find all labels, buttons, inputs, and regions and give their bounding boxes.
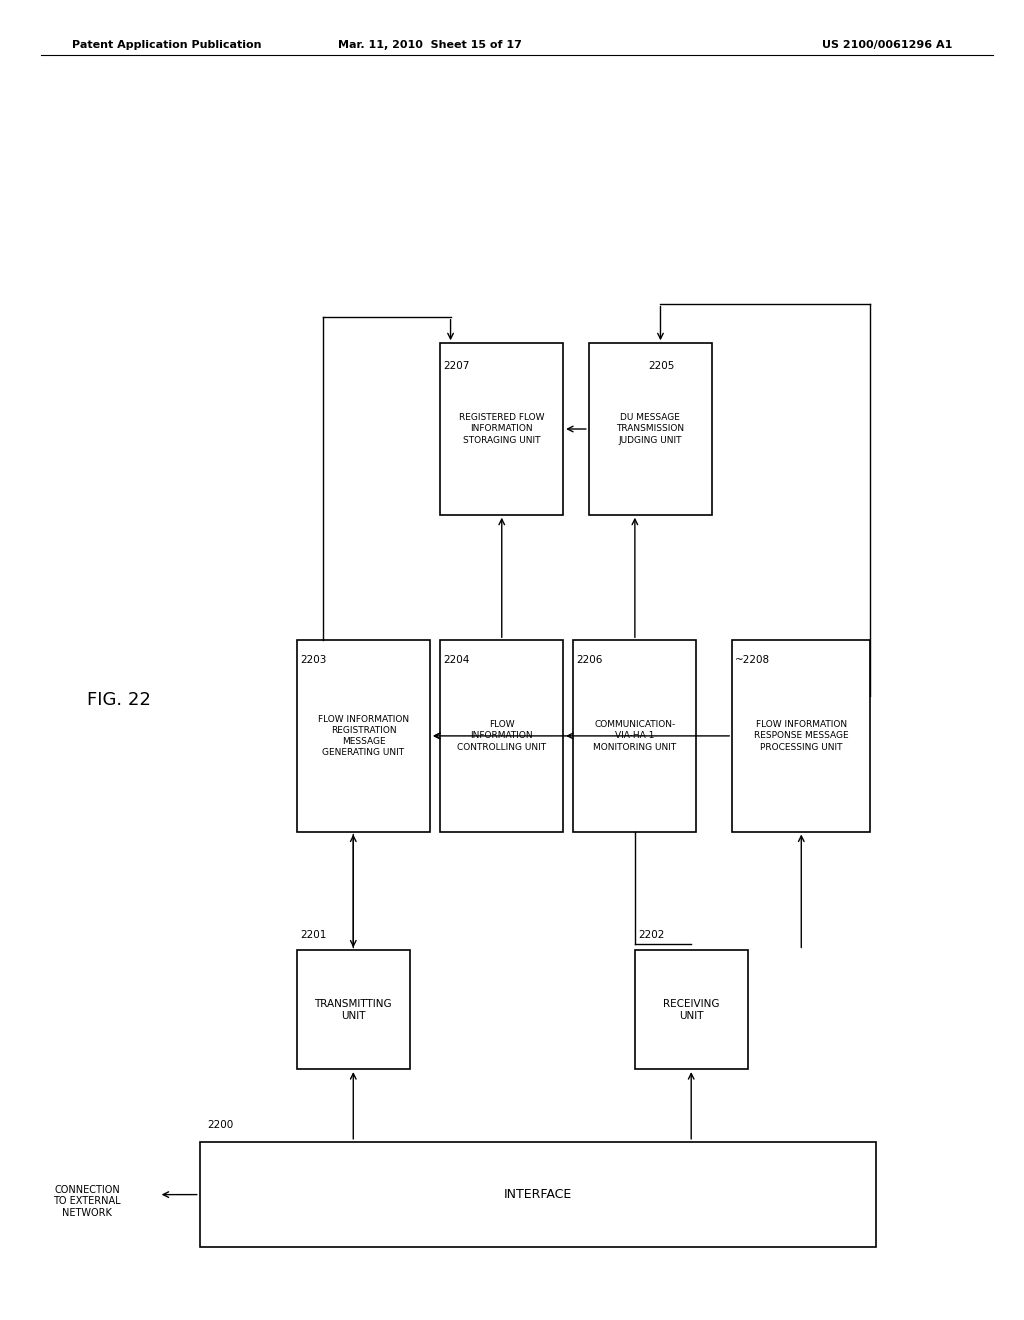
Text: CONNECTION
TO EXTERNAL
NETWORK: CONNECTION TO EXTERNAL NETWORK [53,1184,121,1218]
Text: REGISTERED FLOW
INFORMATION
STORAGING UNIT: REGISTERED FLOW INFORMATION STORAGING UN… [459,413,545,445]
Text: 2204: 2204 [443,655,470,665]
Text: 2202: 2202 [638,929,665,940]
Text: US 2100/0061296 A1: US 2100/0061296 A1 [822,40,952,50]
Bar [732,640,870,832]
Text: 2200: 2200 [207,1119,233,1130]
Bar [297,640,430,832]
Bar [440,640,563,832]
Text: FLOW INFORMATION
REGISTRATION
MESSAGE
GENERATING UNIT: FLOW INFORMATION REGISTRATION MESSAGE GE… [318,714,409,758]
Text: Patent Application Publication: Patent Application Publication [72,40,261,50]
Text: 2203: 2203 [300,655,327,665]
Text: ~2208: ~2208 [735,655,770,665]
Text: 2206: 2206 [577,655,603,665]
Text: 2201: 2201 [300,929,327,940]
Text: INTERFACE: INTERFACE [504,1188,571,1201]
Bar [589,343,712,515]
Bar [440,343,563,515]
Bar [573,640,696,832]
Bar [200,1142,876,1247]
Text: FLOW
INFORMATION
CONTROLLING UNIT: FLOW INFORMATION CONTROLLING UNIT [457,721,547,751]
Text: TRANSMITTING
UNIT: TRANSMITTING UNIT [314,999,392,1020]
Text: DU MESSAGE
TRANSMISSION
JUDGING UNIT: DU MESSAGE TRANSMISSION JUDGING UNIT [616,413,684,445]
Text: 2205: 2205 [648,360,675,371]
Text: FIG. 22: FIG. 22 [87,690,151,709]
Bar [635,950,748,1069]
Text: 2207: 2207 [443,360,470,371]
Text: COMMUNICATION-
VIA-HA 1
MONITORING UNIT: COMMUNICATION- VIA-HA 1 MONITORING UNIT [593,721,677,751]
Bar [297,950,410,1069]
Text: RECEIVING
UNIT: RECEIVING UNIT [663,999,720,1020]
Text: FLOW INFORMATION
RESPONSE MESSAGE
PROCESSING UNIT: FLOW INFORMATION RESPONSE MESSAGE PROCES… [754,721,849,751]
Text: Mar. 11, 2010  Sheet 15 of 17: Mar. 11, 2010 Sheet 15 of 17 [338,40,522,50]
